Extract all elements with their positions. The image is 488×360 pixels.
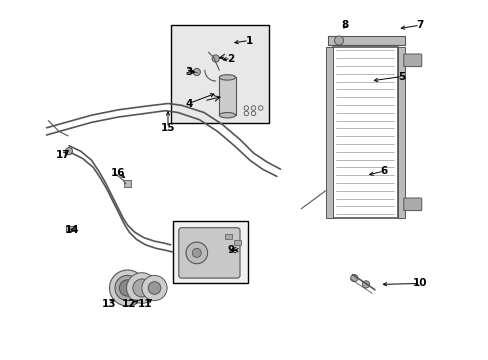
Ellipse shape bbox=[219, 75, 235, 80]
Bar bbox=[397, 47, 404, 218]
Bar bbox=[325, 47, 332, 218]
Text: 8: 8 bbox=[341, 20, 348, 30]
Text: 1: 1 bbox=[245, 36, 252, 45]
Text: 12: 12 bbox=[122, 299, 136, 309]
Circle shape bbox=[126, 273, 157, 303]
Circle shape bbox=[109, 270, 145, 306]
Bar bbox=[66, 226, 73, 231]
Bar bbox=[233, 240, 241, 245]
FancyBboxPatch shape bbox=[403, 54, 421, 67]
Bar bbox=[327, 36, 404, 45]
FancyBboxPatch shape bbox=[172, 220, 247, 283]
FancyBboxPatch shape bbox=[403, 198, 421, 211]
Circle shape bbox=[362, 281, 369, 288]
Text: 13: 13 bbox=[102, 299, 117, 309]
Circle shape bbox=[350, 274, 357, 282]
Circle shape bbox=[142, 275, 167, 301]
FancyBboxPatch shape bbox=[170, 25, 268, 123]
Circle shape bbox=[65, 148, 72, 155]
Text: 9: 9 bbox=[227, 245, 234, 255]
Bar bbox=[219, 77, 235, 115]
Text: 6: 6 bbox=[380, 166, 387, 176]
Text: 10: 10 bbox=[412, 279, 427, 288]
Ellipse shape bbox=[219, 112, 235, 118]
Bar bbox=[332, 47, 397, 218]
Text: 2: 2 bbox=[227, 54, 234, 63]
Bar bbox=[224, 234, 231, 239]
Circle shape bbox=[212, 55, 219, 62]
Text: 16: 16 bbox=[111, 168, 125, 178]
Text: 7: 7 bbox=[415, 20, 423, 30]
Text: 17: 17 bbox=[55, 150, 70, 160]
Text: 4: 4 bbox=[184, 99, 192, 108]
Text: 15: 15 bbox=[161, 123, 175, 133]
Circle shape bbox=[334, 36, 343, 45]
Bar bbox=[123, 180, 131, 187]
FancyBboxPatch shape bbox=[179, 228, 240, 278]
Text: 5: 5 bbox=[398, 72, 405, 81]
Text: 14: 14 bbox=[64, 225, 79, 234]
Text: 3: 3 bbox=[184, 67, 192, 77]
Circle shape bbox=[115, 275, 140, 301]
Circle shape bbox=[185, 242, 207, 264]
Circle shape bbox=[192, 248, 201, 257]
Circle shape bbox=[133, 279, 151, 297]
Text: 11: 11 bbox=[138, 299, 152, 309]
Circle shape bbox=[119, 280, 135, 296]
Circle shape bbox=[148, 282, 161, 294]
Circle shape bbox=[193, 68, 200, 76]
